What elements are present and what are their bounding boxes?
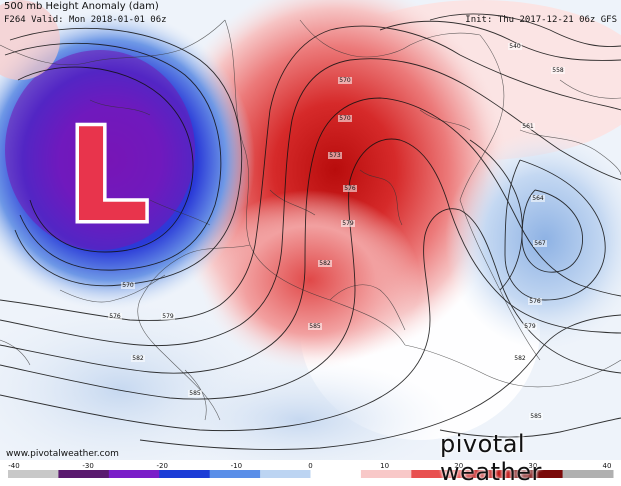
contour-label: 579 — [342, 220, 354, 227]
colorbar-tick-label: -40 — [8, 462, 19, 470]
contour-label: 582 — [514, 355, 526, 362]
low-pressure-marker: L — [64, 99, 153, 255]
website-credit: www.pivotalweather.com — [6, 449, 119, 459]
colorbar-segment — [512, 470, 564, 478]
colorbar-segment — [310, 470, 362, 478]
contour-labels: 540 558 561 570 570 573 576 579 582 585 579 576 570 5… — [108, 43, 565, 420]
colorbar-segment — [461, 470, 513, 478]
contour-label: 567 — [534, 240, 546, 247]
contour-label: 573 — [329, 152, 341, 159]
colorbar-tick-label: 40 — [603, 462, 612, 470]
brand-logo: pivotal weather — [440, 430, 542, 486]
contour-label: 576 — [344, 185, 356, 192]
contour-label: 582 — [132, 355, 144, 362]
colorbar-tick-label: -20 — [157, 462, 168, 470]
valid-time: F264 Valid: Mon 2018-01-01 06z — [4, 15, 167, 25]
colorbar-tick-label: 10 — [380, 462, 389, 470]
contour-label: 570 — [339, 77, 351, 84]
contour-label: 582 — [319, 260, 331, 267]
colorbar-segment — [108, 470, 160, 478]
colorbar-segment — [411, 470, 463, 478]
contour-label: 561 — [522, 123, 534, 130]
colorbar-tick-label: -10 — [231, 462, 242, 470]
init-time: Init: Thu 2017-12-21 06z GFS — [465, 15, 617, 25]
colorbar-segment — [8, 470, 59, 478]
contour-label: 570 — [339, 115, 351, 122]
colorbar-tick-label: -30 — [82, 462, 93, 470]
colorbar-segment — [260, 470, 311, 478]
colorbar-tick-label: 20 — [454, 462, 463, 470]
colorbar: -40 -30 -20 -10 0 10 20 30 40 — [0, 460, 621, 480]
contour-label: 579 — [162, 313, 174, 320]
colorbar-segment — [159, 470, 211, 478]
colorbar-segment — [360, 470, 412, 478]
contour-label: 576 — [109, 313, 121, 320]
contour-label: 540 — [509, 43, 521, 50]
contour-label: 585 — [189, 390, 201, 397]
contour-label: 585 — [530, 413, 542, 420]
map-title: 500 mb Height Anomaly (dam) — [4, 1, 159, 12]
colorbar-segment — [58, 470, 110, 478]
colorbar-tick-label: 30 — [528, 462, 537, 470]
contour-label: 585 — [309, 323, 321, 330]
contour-label: 579 — [524, 323, 536, 330]
contour-label: 564 — [532, 195, 544, 202]
contour-label: 570 — [122, 282, 134, 289]
colorbar-tick-label: 0 — [308, 462, 312, 470]
contour-label: 558 — [552, 67, 564, 74]
colorbar-segment — [562, 470, 614, 478]
colorbar-segment — [209, 470, 261, 478]
low-marker-letter: L — [67, 102, 149, 251]
contour-label: 576 — [529, 298, 541, 305]
